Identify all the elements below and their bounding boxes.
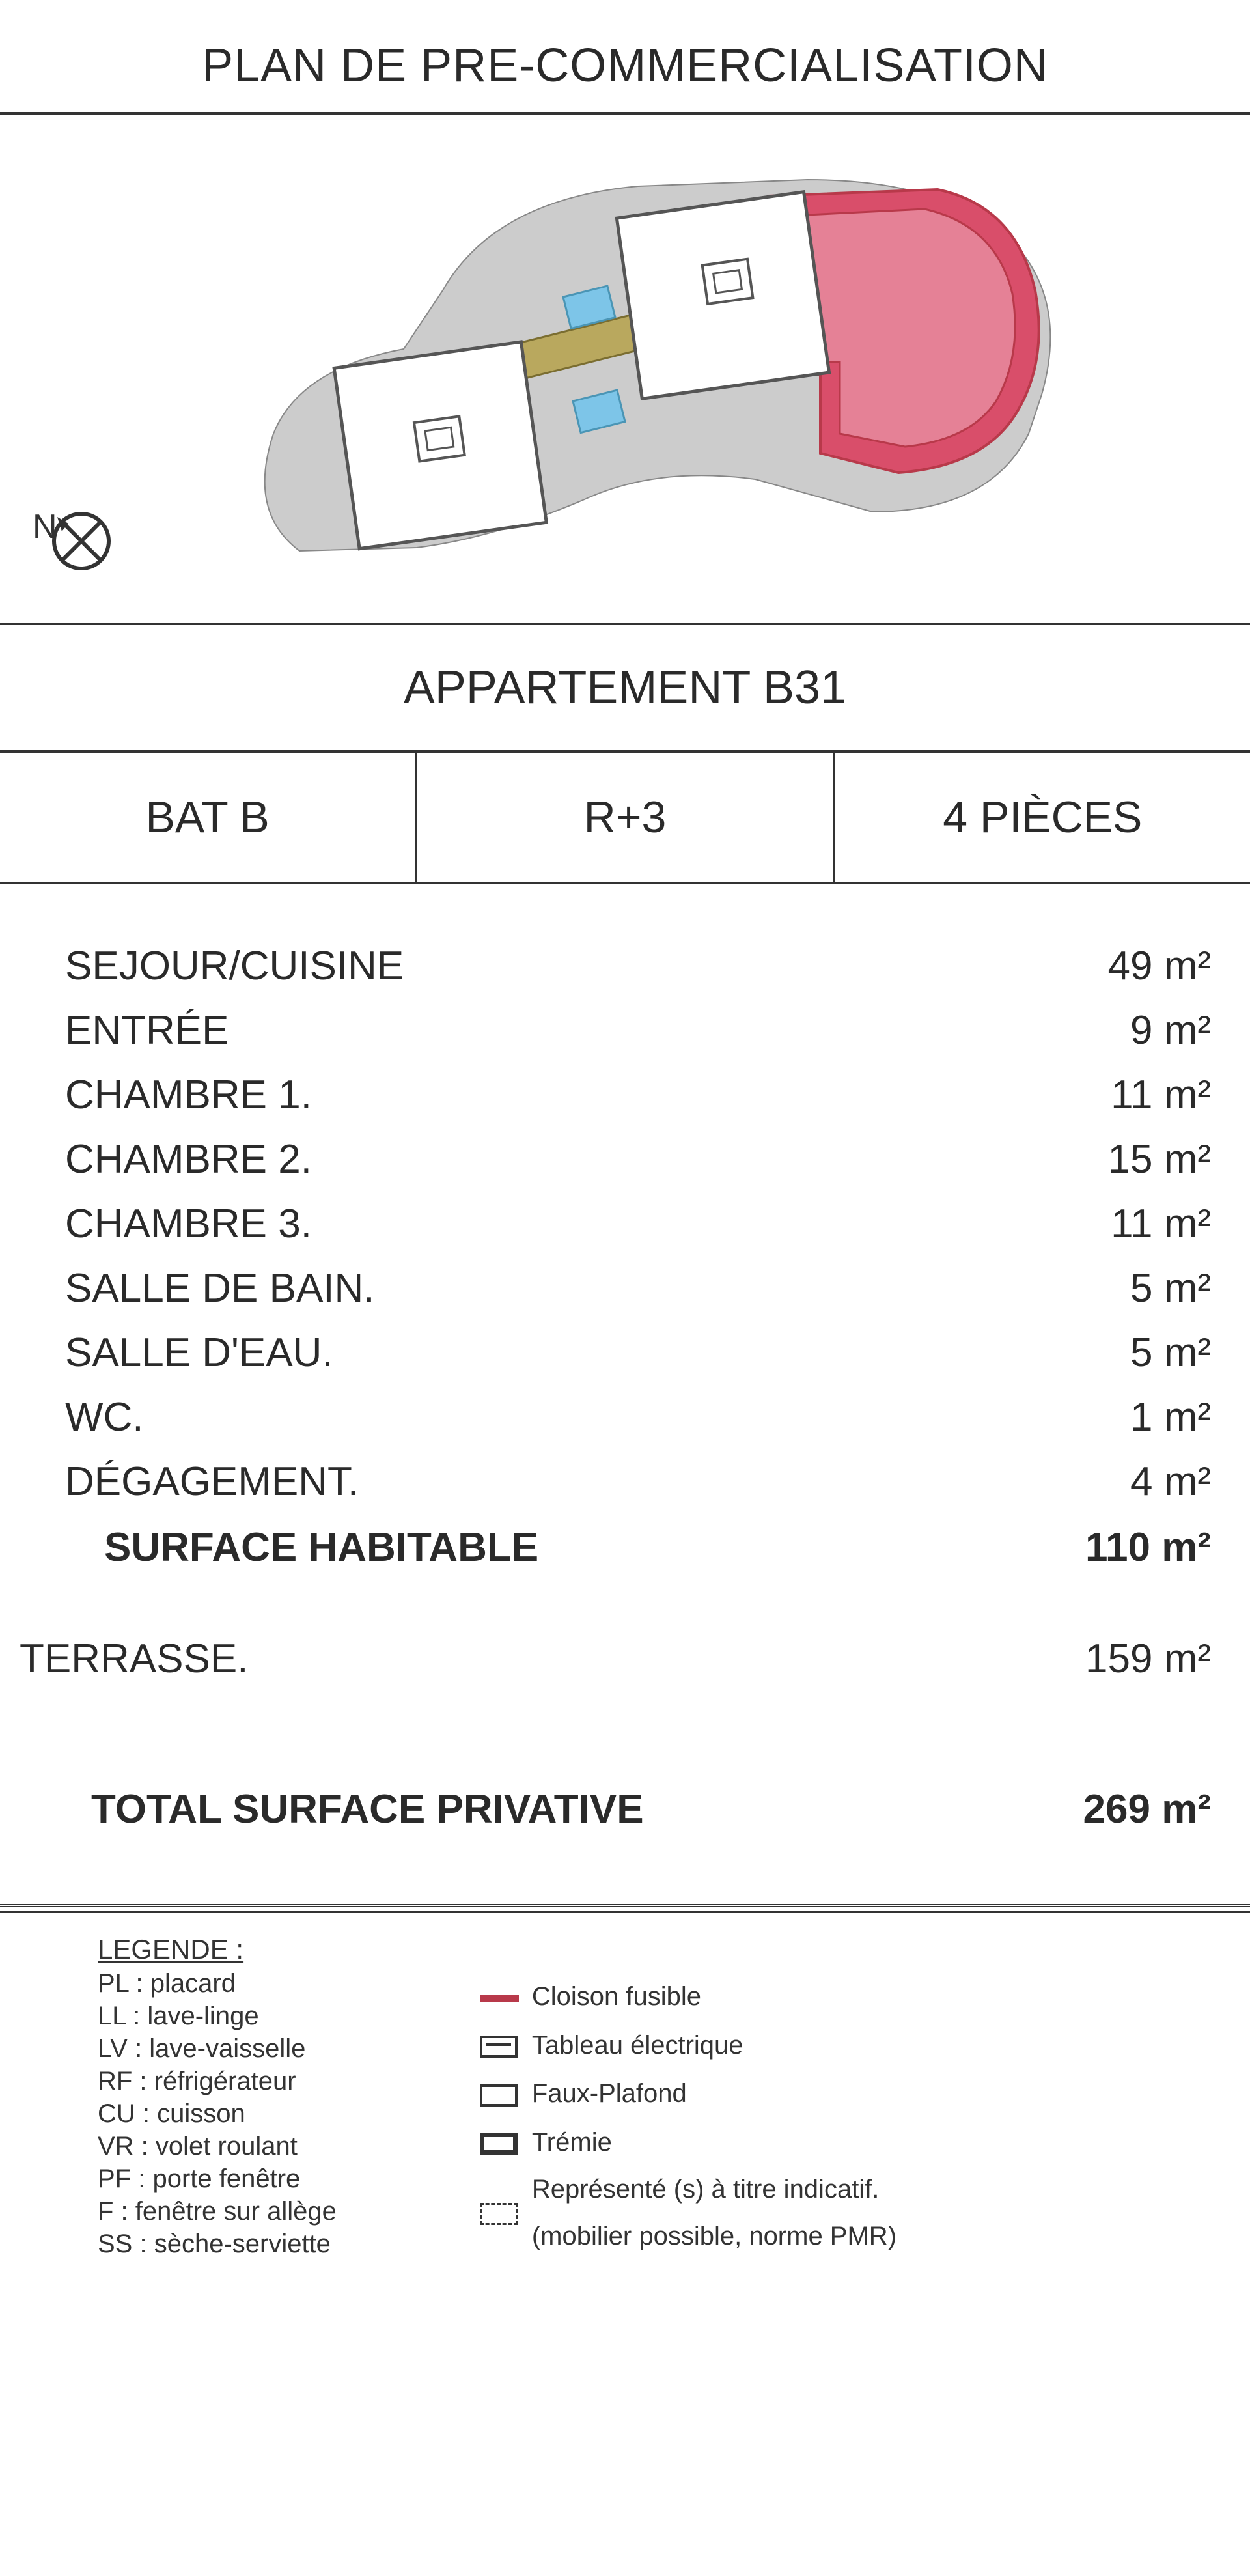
habitable-label: SURFACE HABITABLE — [65, 1524, 538, 1571]
legend-abbrev: PF : porte fenêtre — [98, 2163, 337, 2195]
legend-symbol-row: Faux-Plafond — [480, 2069, 896, 2117]
room-label: CHAMBRE 2. — [65, 1136, 312, 1183]
legend-symbol-label: Cloison fusible — [532, 1973, 701, 2020]
info-row: BAT B R+3 4 PIÈCES — [0, 753, 1250, 884]
terrasse-row: TERRASSE. 159 m² — [20, 1636, 1211, 1682]
room-label: CHAMBRE 3. — [65, 1201, 312, 1247]
room-label: SALLE DE BAIN. — [65, 1265, 375, 1311]
room-value: 49 m² — [1016, 943, 1211, 989]
info-rooms-count: 4 PIÈCES — [835, 753, 1250, 882]
total-value: 269 m² — [1083, 1786, 1211, 1832]
legend-symbol-label: Représenté (s) à titre indicatif. (mobil… — [532, 2166, 896, 2260]
room-label: CHAMBRE 1. — [65, 1072, 312, 1118]
legend-symbol-label: Faux-Plafond — [532, 2070, 687, 2117]
room-label: DÉGAGEMENT. — [65, 1459, 359, 1505]
legend-symbol-label: Tableau électrique — [532, 2022, 743, 2069]
room-value: 5 m² — [1016, 1265, 1211, 1311]
room-row: WC. 1 m² — [65, 1394, 1211, 1440]
apartment-title: APPARTEMENT B31 — [0, 625, 1250, 753]
room-value: 5 m² — [1016, 1330, 1211, 1376]
legend-abbrev: CU : cuisson — [98, 2097, 337, 2130]
habitable-value: 110 m² — [1016, 1524, 1211, 1571]
legend-title: LEGENDE : — [98, 1933, 337, 1967]
room-value: 11 m² — [1016, 1072, 1211, 1118]
room-row: CHAMBRE 2. 15 m² — [65, 1136, 1211, 1183]
legend-symbol-row: Cloison fusible — [480, 1972, 896, 2020]
divider-double — [0, 1904, 1250, 1913]
total-row: TOTAL SURFACE PRIVATIVE 269 m² — [65, 1786, 1211, 1832]
legend-abbrev: F : fenêtre sur allège — [98, 2195, 337, 2228]
legend-abbrev: PL : placard — [98, 1967, 337, 2000]
room-row: CHAMBRE 1. 11 m² — [65, 1072, 1211, 1118]
site-plan-svg — [169, 147, 1081, 590]
legend-abbrevs: LEGENDE : PL : placardLL : lave-lingeLV … — [98, 1933, 337, 2260]
room-label: SALLE D'EAU. — [65, 1330, 333, 1376]
legend-symbol-label: Trémie — [532, 2119, 612, 2166]
legend-abbrev: LV : lave-vaisselle — [98, 2032, 337, 2065]
compass-icon: N — [26, 505, 117, 577]
total-label: TOTAL SURFACE PRIVATIVE — [91, 1786, 644, 1832]
thick-icon — [480, 2119, 532, 2166]
legend-abbrev: RF : réfrigérateur — [98, 2065, 337, 2097]
room-row: DÉGAGEMENT. 4 m² — [65, 1459, 1211, 1505]
terrasse-label: TERRASSE. — [20, 1636, 248, 1682]
habitable-row: SURFACE HABITABLE 110 m² — [65, 1524, 1211, 1571]
legend-abbrev: SS : sèche-serviette — [98, 2228, 337, 2260]
plain-icon — [480, 2070, 532, 2117]
room-row: ENTRÉE 9 m² — [65, 1007, 1211, 1054]
main-title: PLAN DE PRE-COMMERCIALISATION — [0, 26, 1250, 112]
legend: LEGENDE : PL : placardLL : lave-lingeLV … — [0, 1913, 1250, 2260]
info-floor: R+3 — [415, 753, 835, 882]
room-value: 11 m² — [1016, 1201, 1211, 1247]
line-icon — [480, 1973, 532, 2020]
room-label: ENTRÉE — [65, 1007, 229, 1054]
page: PLAN DE PRE-COMMERCIALISATION — [0, 0, 1250, 2286]
room-label: SEJOUR/CUISINE — [65, 943, 404, 989]
elec-icon — [480, 2022, 532, 2069]
room-row: SALLE D'EAU. 5 m² — [65, 1330, 1211, 1376]
room-row: SALLE DE BAIN. 5 m² — [65, 1265, 1211, 1311]
legend-abbrev: LL : lave-linge — [98, 2000, 337, 2032]
terrasse-value: 159 m² — [1016, 1636, 1211, 1682]
room-value: 1 m² — [1016, 1394, 1211, 1440]
room-value: 15 m² — [1016, 1136, 1211, 1183]
rooms-list: SEJOUR/CUISINE 49 m² ENTRÉE 9 m² CHAMBRE 1. 1… — [0, 884, 1250, 1878]
legend-symbol-row: Représenté (s) à titre indicatif. (mobil… — [480, 2166, 896, 2260]
dash-icon — [480, 2189, 532, 2236]
room-row: SEJOUR/CUISINE 49 m² — [65, 943, 1211, 989]
legend-abbrev: VR : volet roulant — [98, 2130, 337, 2163]
info-building: BAT B — [0, 753, 415, 882]
legend-symbols: Cloison fusible Tableau électrique Faux-… — [480, 1933, 896, 2260]
site-plan-container: N — [0, 112, 1250, 625]
room-value: 9 m² — [1016, 1007, 1211, 1054]
room-label: WC. — [65, 1394, 144, 1440]
room-row: CHAMBRE 3. 11 m² — [65, 1201, 1211, 1247]
room-value: 4 m² — [1016, 1459, 1211, 1505]
legend-symbol-row: Trémie — [480, 2117, 896, 2165]
legend-symbol-row: Tableau électrique — [480, 2020, 896, 2068]
